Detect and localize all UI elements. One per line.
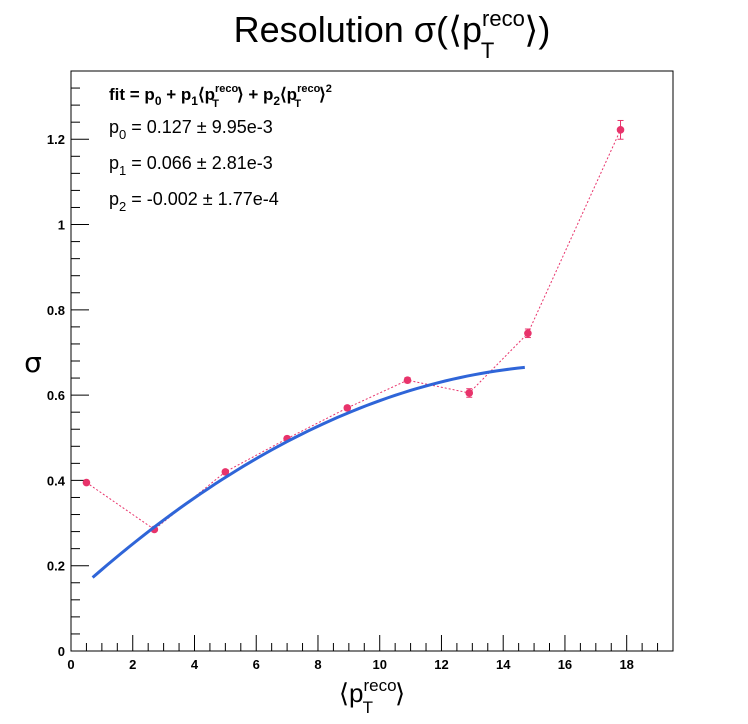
data-point — [524, 329, 532, 338]
y-axis-ticks — [71, 70, 89, 652]
y-tick-label: 1.2 — [47, 132, 65, 147]
chart-title: Resolution σ(⟨preco T ⟩) — [234, 6, 551, 63]
data-point — [82, 478, 91, 487]
x-tick-label: 8 — [314, 657, 321, 672]
y-tick-label: 0.8 — [47, 303, 65, 318]
param-p2: p2 = -0.002 ± 1.77e-4 — [109, 189, 279, 214]
x-tick-label: 4 — [191, 657, 199, 672]
y-tick-label: 0.4 — [47, 473, 66, 488]
xlabel-end: ⟩ — [395, 678, 405, 708]
data-point — [403, 376, 412, 384]
data-series — [82, 119, 625, 534]
xlabel-sub: T — [363, 698, 373, 717]
fit-series — [91, 365, 525, 579]
title-end: ⟩) — [524, 9, 550, 50]
x-tick-label: 2 — [129, 657, 136, 672]
y-tick-label: 0.6 — [47, 388, 65, 403]
xlabel-sup: reco — [363, 676, 396, 695]
x-tick-label: 12 — [434, 657, 448, 672]
x-tick-label: 10 — [372, 657, 386, 672]
data-point — [343, 404, 352, 412]
data-point — [221, 468, 230, 476]
fit-curve — [91, 365, 525, 579]
param-p1: p1 = 0.066 ± 2.81e-3 — [109, 153, 273, 178]
x-tick-label: 18 — [619, 657, 633, 672]
y-tick-label: 0 — [58, 644, 65, 659]
y-tick-label: 1 — [58, 218, 65, 233]
y-axis-tick-labels: 0 0.2 0.4 0.6 0.8 1 1.2 — [47, 132, 66, 659]
x-tick-label: 0 — [67, 657, 74, 672]
title-sub: T — [481, 38, 494, 63]
y-axis-label: σ — [24, 346, 42, 379]
y-tick-label: 0.2 — [47, 559, 65, 574]
x-axis-label: ⟨preco T ⟩ — [339, 676, 405, 717]
x-tick-label: 16 — [558, 657, 572, 672]
x-tick-label: 14 — [496, 657, 511, 672]
data-point — [616, 126, 625, 134]
title-sup: reco — [482, 6, 525, 31]
title-main: Resolution σ(⟨p — [234, 9, 482, 50]
xlabel-main: ⟨p — [339, 678, 364, 708]
x-axis-tick-labels: 0 2 4 6 8 10 12 14 16 18 — [67, 657, 634, 672]
param-p0: p0 = 0.127 ± 9.95e-3 — [109, 117, 273, 142]
x-tick-label: 6 — [253, 657, 260, 672]
data-point — [465, 389, 474, 397]
fit-formula: fit = p0 + p1⟨preco T ⟩ + p2⟨preco T ⟩2 — [109, 83, 332, 110]
x-axis-ticks — [70, 635, 674, 651]
